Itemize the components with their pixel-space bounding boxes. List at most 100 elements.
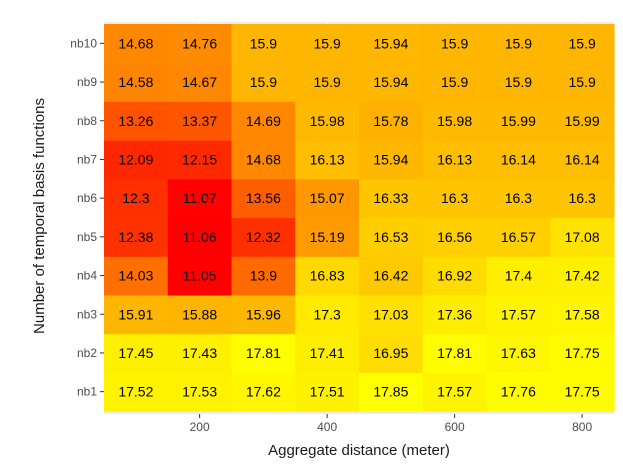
heatmap-cell (167, 140, 233, 180)
cell-value-label: 16.33 (373, 190, 408, 206)
y-tick-label: nb6 (77, 191, 97, 205)
heatmap-cell (486, 24, 551, 64)
heatmap-cell (359, 140, 424, 180)
y-tick-label: nb7 (77, 152, 97, 166)
heatmap-cell (231, 333, 296, 373)
cell-value-label: 15.9 (441, 35, 468, 51)
heatmap-cell (167, 256, 233, 296)
cell-value-label: 12.38 (118, 229, 153, 245)
cell-value-label: 12.32 (246, 229, 281, 245)
heatmap-cell (486, 256, 551, 296)
heatmap-cell (422, 256, 488, 296)
heatmap-cell (550, 294, 615, 335)
heatmap-cell (295, 178, 360, 219)
cell-value-label: 17.43 (182, 345, 217, 361)
heatmap-cell (486, 294, 551, 335)
cell-value-label: 17.58 (565, 306, 600, 322)
cell-value-label: 15.88 (182, 306, 217, 322)
heatmap-cell (486, 217, 551, 257)
x-tick-label: 800 (572, 420, 592, 434)
cell-value-label: 11.07 (183, 190, 217, 206)
heatmap-cell (359, 101, 424, 141)
cell-value-label: 17.63 (501, 345, 536, 361)
heatmap-cell (104, 333, 169, 373)
heatmap-cell (104, 217, 169, 257)
cell-value-label: 16.3 (505, 190, 532, 206)
cell-value-label: 15.98 (437, 113, 472, 129)
cell-value-label: 16.42 (373, 268, 408, 284)
heatmap-cell (231, 256, 296, 296)
heatmap-cell (104, 62, 169, 102)
cell-value-label: 17.53 (182, 384, 217, 400)
heatmap-cell (231, 178, 296, 219)
cell-value-label: 13.26 (118, 113, 153, 129)
heatmap-cell (550, 333, 615, 373)
cell-value-label: 17.36 (437, 306, 472, 322)
cell-value-label: 17.08 (565, 229, 600, 245)
x-tick-label: 200 (190, 420, 210, 434)
cell-value-label: 17.81 (246, 345, 281, 361)
cell-value-label: 17.52 (118, 384, 153, 400)
cell-value-label: 15.94 (373, 35, 408, 51)
y-tick-label: nb9 (77, 75, 97, 89)
cell-value-label: 16.95 (373, 345, 408, 361)
cell-value-label: 17.41 (310, 345, 345, 361)
cell-value-label: 17.57 (501, 306, 536, 322)
heatmap-cell (422, 140, 488, 180)
heatmap-cell (231, 140, 296, 180)
heatmap-cell (422, 101, 488, 141)
cell-value-label: 17.76 (501, 384, 536, 400)
cell-value-label: 15.98 (310, 113, 345, 129)
heatmap-cell (550, 140, 615, 180)
cell-value-label: 14.76 (182, 35, 217, 51)
cell-value-label: 15.91 (118, 306, 153, 322)
cell-value-label: 16.53 (373, 229, 408, 245)
cell-value-label: 15.9 (250, 74, 277, 90)
cell-value-label: 17.81 (437, 345, 472, 361)
heatmap-cell (104, 178, 169, 219)
y-tick-label: nb5 (77, 230, 97, 244)
heatmap-cell (295, 140, 360, 180)
cell-value-label: 13.37 (182, 113, 217, 129)
heatmap-cell (359, 372, 424, 412)
cell-value-label: 15.9 (505, 35, 532, 51)
y-tick-label: nb10 (70, 36, 97, 50)
heatmap-cell (359, 333, 424, 373)
heatmap-cell (486, 178, 551, 219)
heatmap-cell (550, 24, 615, 64)
heatmap-cell (422, 62, 488, 102)
heatmap-cell (550, 101, 615, 141)
cell-value-label: 14.68 (246, 151, 281, 167)
cell-value-label: 16.57 (501, 229, 536, 245)
heatmap-cell (422, 217, 488, 257)
cell-value-label: 15.07 (310, 190, 345, 206)
heatmap-cell (167, 178, 233, 219)
cell-value-label: 16.13 (310, 151, 345, 167)
y-tick-label: nb4 (77, 269, 97, 283)
heatmap-cell (167, 217, 233, 257)
heatmap-cell (295, 294, 360, 335)
cell-value-label: 16.14 (565, 151, 600, 167)
cell-labels: 17.52 17.53 17.62 17.51 17.85 17.57 17.76 17.75… (118, 35, 599, 399)
cell-value-label: 17.3 (314, 306, 341, 322)
cell-value-label: 16.14 (501, 151, 536, 167)
heatmap-cell (231, 294, 296, 335)
cell-value-label: 15.9 (441, 74, 468, 90)
cell-value-label: 16.3 (441, 190, 468, 206)
cell-value-label: 14.67 (182, 74, 217, 90)
cell-value-label: 15.99 (501, 113, 536, 129)
heatmap-cell (422, 178, 488, 219)
cell-value-label: 16.3 (569, 190, 596, 206)
y-axis-label: Number of temporal basis functions (31, 98, 48, 334)
cell-value-label: 17.42 (565, 268, 600, 284)
heatmap-cell (422, 24, 488, 64)
heatmap-cell (104, 101, 169, 141)
cell-value-label: 15.9 (314, 35, 341, 51)
heatmap-cell (104, 24, 169, 64)
heatmap-cell (104, 294, 169, 335)
cell-value-label: 17.45 (118, 345, 153, 361)
heatmap-cell (486, 62, 551, 102)
cell-value-label: 17.4 (505, 268, 532, 284)
heatmap-cell (359, 178, 424, 219)
heatmap-cell (550, 217, 615, 257)
